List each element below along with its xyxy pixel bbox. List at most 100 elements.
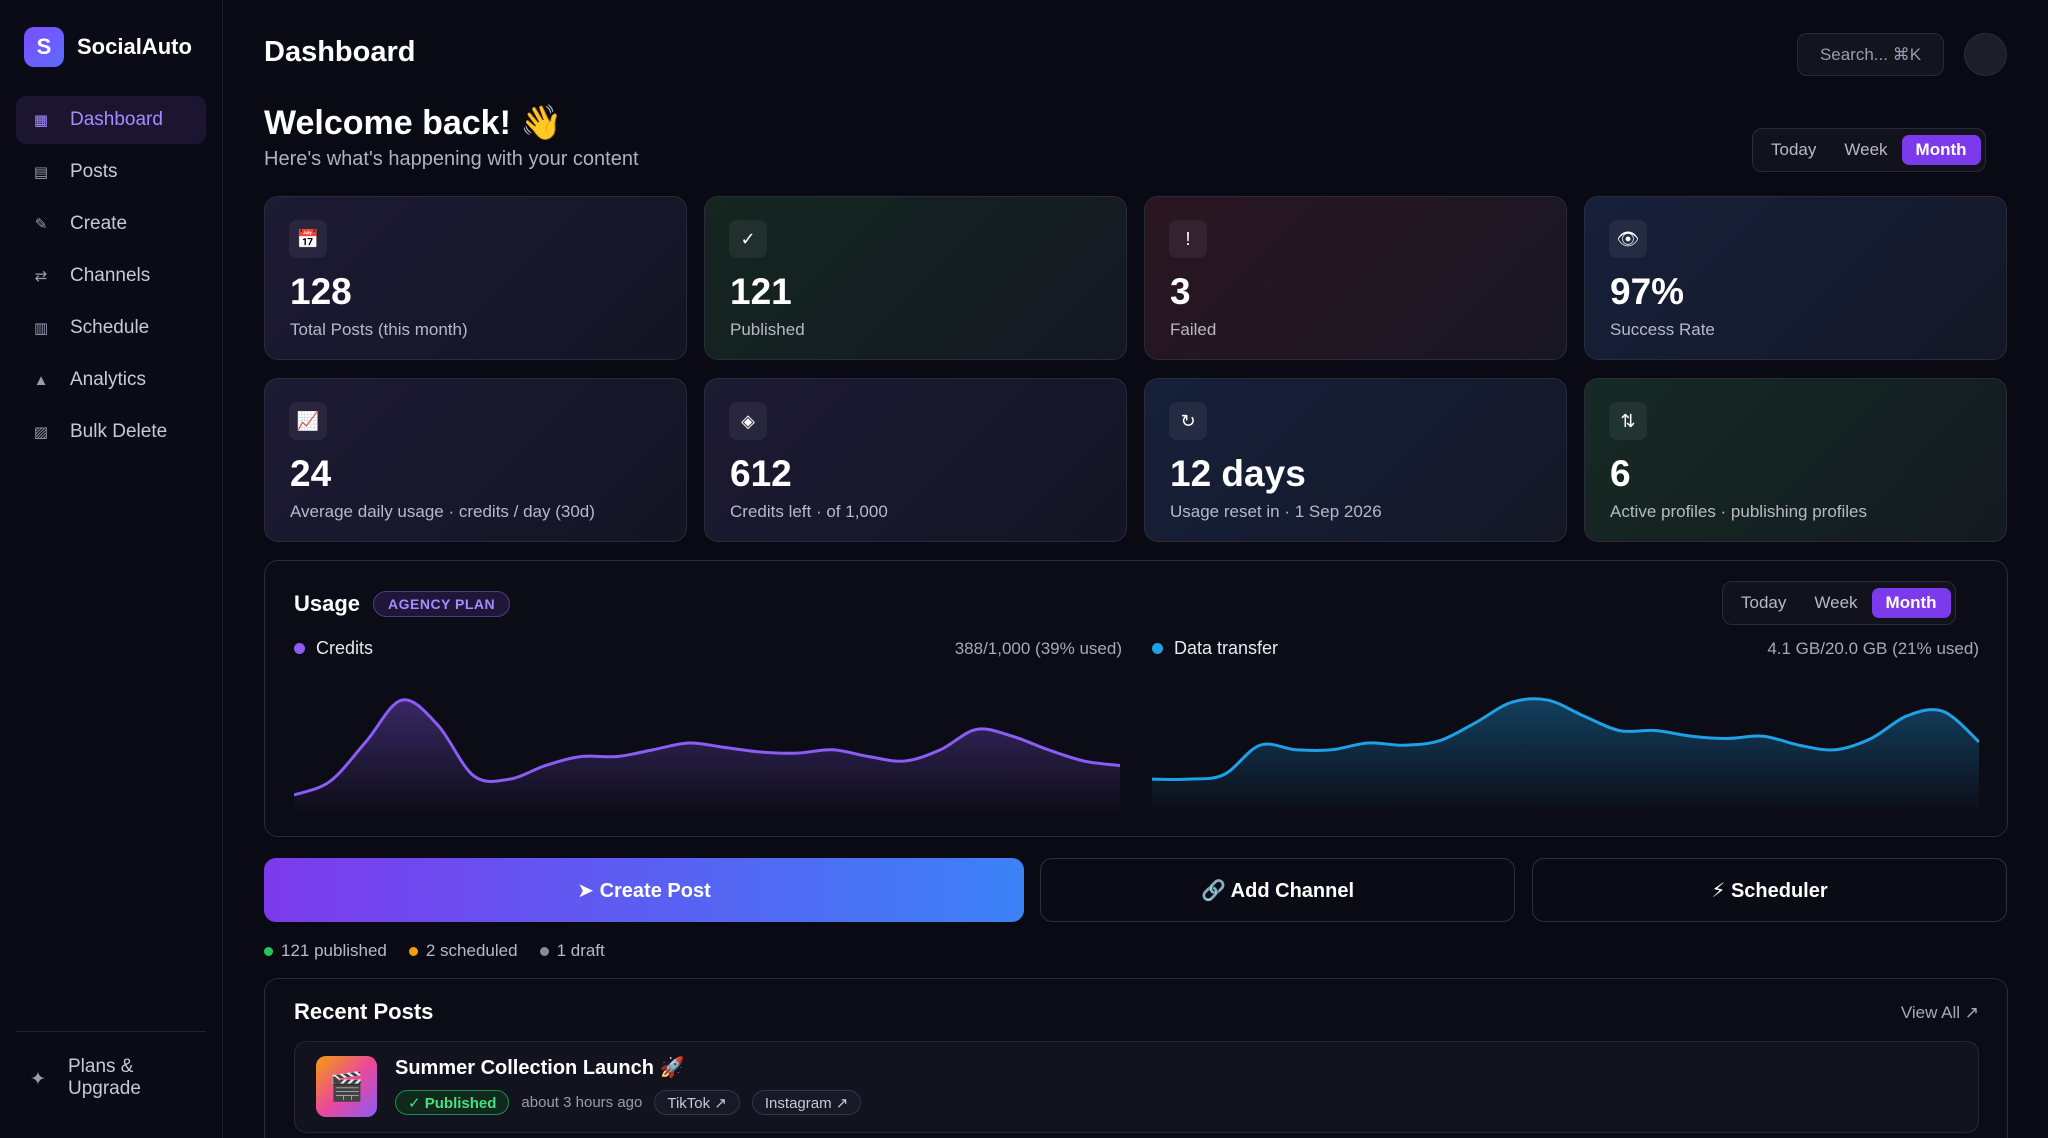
usage-title: Usage (294, 591, 361, 616)
dashboard-icon: ▦ (33, 112, 49, 129)
plans-upgrade-link[interactable]: ✦ Plans & Upgrade (30, 1056, 158, 1100)
usage-range-today[interactable]: Today (1741, 593, 1787, 612)
stat-label: Average daily usage · credits / day (30d… (290, 502, 595, 521)
pencil-icon: ✎ (34, 216, 48, 233)
stat-label: Total Posts (this month) (290, 320, 468, 339)
chart-series-line (1152, 697, 1979, 781)
channels-icon: ⇄ (34, 268, 48, 285)
sidebar-item-channels[interactable]: ⇄ Channels (16, 252, 206, 300)
plan-badge: AGENCY PLAN (373, 591, 511, 617)
stat-card-failed: ! 3 Failed (1144, 196, 1567, 360)
usage-panel: Usage AGENCY PLAN Credits 388/1,000 (39%… (264, 560, 2008, 837)
credits-legend: Credits (294, 638, 373, 659)
sidebar-item-label: Create (70, 213, 128, 234)
transfer-value: 4.1 GB/20.0 GB (21% used) (1767, 639, 1979, 658)
create-post-button[interactable]: ➤ Create Post (264, 858, 1024, 922)
transfer-chart (1152, 697, 1979, 816)
stat-card-credits-left: ◈ 612 Credits left · of 1,000 (704, 378, 1127, 542)
stat-value: 3 (1170, 271, 1191, 312)
stat-card-success-rate: 👁 97% Success Rate (1584, 196, 2007, 360)
welcome-heading: Welcome back! 👋 (264, 104, 563, 142)
range-today[interactable]: Today (1771, 140, 1817, 159)
status-label: 2 scheduled (425, 941, 518, 960)
recent-posts-title: Recent Posts (294, 999, 434, 1024)
trend-chart-icon: 📈 (289, 402, 327, 440)
stat-label: Failed (1170, 320, 1217, 339)
usage-range-week[interactable]: Week (1814, 593, 1858, 612)
eye-icon: 👁 (1609, 220, 1647, 258)
sidebar-item-posts[interactable]: ▤ Posts (16, 148, 206, 196)
status-dot (408, 946, 418, 956)
sidebar-item-create[interactable]: ✎ Create (16, 200, 206, 248)
sidebar-item-label: Analytics (70, 369, 147, 390)
brand[interactable]: S SocialAuto (24, 27, 192, 67)
platform-link-tiktok[interactable]: TikTok ↗ (654, 1090, 740, 1115)
range-week[interactable]: Week (1844, 140, 1888, 159)
status-summary: 121 published 2 scheduled 1 draft (264, 941, 627, 961)
stat-value: 121 (730, 271, 792, 312)
post-time: about 3 hours ago (521, 1094, 643, 1111)
stat-label: Published (730, 320, 805, 339)
sidebar-item-bulk-delete[interactable]: ▨ Bulk Delete (16, 408, 206, 456)
posts-icon: ▤ (33, 164, 49, 181)
status-draft: 1 draft (539, 941, 605, 961)
stat-card-daily-usage: 📈 24 Average daily usage · credits / day… (264, 378, 687, 542)
page-title: Dashboard (264, 36, 416, 68)
status-label: 1 draft (556, 941, 605, 960)
calendar-icon: ▥ (33, 320, 49, 337)
stat-card-usage-reset: ↻ 12 days Usage reset in · 1 Sep 2026 (1144, 378, 1567, 542)
list-item[interactable]: 🎬 Summer Collection Launch 🚀 ✓ Published… (294, 1041, 1979, 1133)
post-meta: ✓ Published about 3 hours ago TikTok ↗ I… (395, 1090, 873, 1115)
stat-card-total-posts: 📅 128 Total Posts (this month) (264, 196, 687, 360)
chart-series-line (294, 698, 1120, 797)
sidebar-item-label: Schedule (70, 317, 150, 338)
stat-value: 24 (290, 453, 332, 494)
post-title[interactable]: Summer Collection Launch 🚀 (395, 1057, 685, 1079)
stat-card-active-profiles: ⇅ 6 Active profiles · publishing profile… (1584, 378, 2007, 542)
stat-value: 12 days (1170, 453, 1306, 494)
credits-chart (294, 698, 1120, 816)
stat-value: 97% (1610, 271, 1685, 312)
transfer-legend: Data transfer (1152, 638, 1278, 659)
usage-range-month[interactable]: Month (1871, 588, 1951, 618)
stat-value: 612 (730, 453, 792, 494)
view-all-link[interactable]: View All ↗ (1900, 1003, 1979, 1022)
swap-icon: ⇅ (1609, 402, 1647, 440)
avatar[interactable] (1964, 33, 2007, 76)
stat-card-published: ✓ 121 Published (704, 196, 1127, 360)
sidebar-item-label: Dashboard (70, 109, 163, 130)
range-month[interactable]: Month (1901, 135, 1981, 165)
sidebar-nav: ▦ Dashboard ▤ Posts ✎ Create ⇄ Channels … (16, 96, 206, 460)
status-badge: ✓ Published (395, 1090, 510, 1115)
stat-label: Success Rate (1610, 320, 1715, 339)
sparkle-icon: ✦ (30, 1069, 46, 1090)
status-dot (264, 946, 273, 956)
plans-upgrade-label: Plans & Upgrade (68, 1056, 141, 1099)
analytics-icon: ▲ (33, 371, 49, 389)
brand-name: SocialAuto (77, 34, 192, 59)
sidebar-item-analytics[interactable]: ▲ Analytics (16, 356, 206, 404)
refresh-icon: ↻ (1169, 402, 1207, 440)
search-input[interactable]: Search... ⌘K (1797, 33, 1944, 76)
brand-logo: S (24, 27, 64, 67)
credits-label: Credits (316, 638, 374, 658)
calendar-icon: 📅 (289, 220, 327, 258)
scheduler-button[interactable]: ⚡ Scheduler (1532, 858, 2007, 922)
check-icon: ✓ (729, 220, 767, 258)
transfer-dot (1152, 643, 1163, 654)
platform-link-instagram[interactable]: Instagram ↗ (751, 1090, 862, 1115)
stat-value: 6 (1610, 453, 1631, 494)
add-channel-button[interactable]: 🔗 Add Channel (1040, 858, 1515, 922)
usage-range-selector: Today Week Month (1722, 581, 1956, 625)
sidebar-item-label: Channels (70, 265, 151, 286)
status-published: 121 published (264, 941, 387, 961)
stat-label: Active profiles · publishing profiles (1610, 502, 1868, 521)
stat-label: Credits left · of 1,000 (730, 502, 888, 521)
status-scheduled: 2 scheduled (408, 941, 518, 961)
sidebar-item-dashboard[interactable]: ▦ Dashboard (16, 96, 206, 144)
sidebar-item-schedule[interactable]: ▥ Schedule (16, 304, 206, 352)
stat-value: 128 (290, 271, 352, 312)
trash-icon: ▨ (33, 424, 49, 441)
sidebar-divider (16, 1031, 206, 1032)
welcome-subtitle: Here's what's happening with your conten… (264, 148, 639, 170)
